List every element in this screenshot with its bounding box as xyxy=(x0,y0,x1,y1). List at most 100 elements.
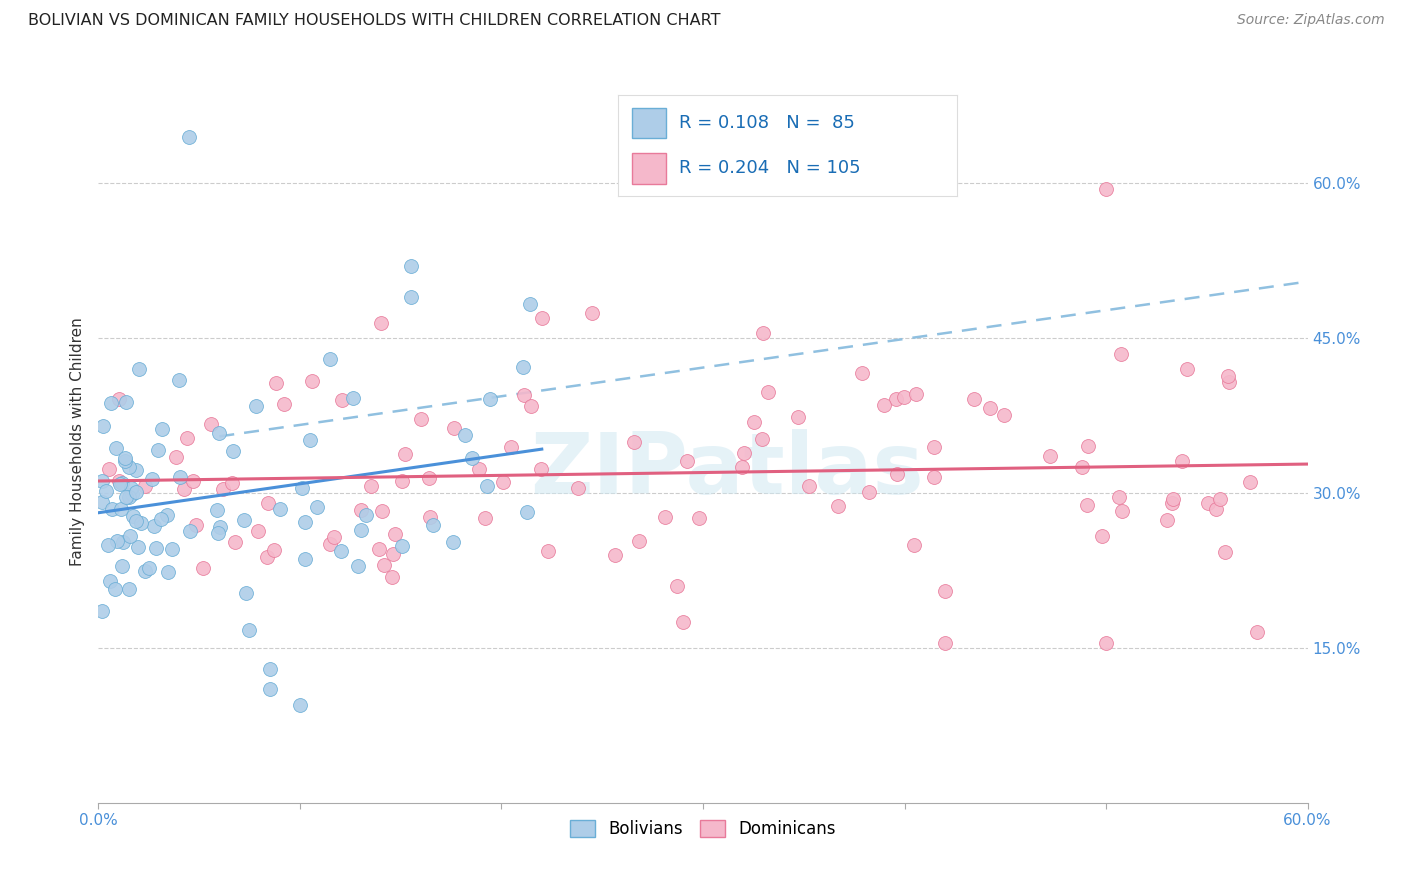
Point xyxy=(1208,491,1230,506)
Point xyxy=(512,388,534,402)
Point xyxy=(160,541,183,556)
Point xyxy=(382,547,405,561)
Text: ZIPatlas: ZIPatlas xyxy=(530,429,924,512)
Point xyxy=(512,359,534,374)
Point xyxy=(301,374,323,388)
Point xyxy=(443,421,465,435)
Point xyxy=(752,326,775,340)
Point xyxy=(858,484,880,499)
Point xyxy=(104,442,127,456)
Point xyxy=(1170,454,1192,468)
Point xyxy=(477,479,499,493)
Point xyxy=(110,476,132,491)
Point xyxy=(125,485,148,500)
Y-axis label: Family Households with Children: Family Households with Children xyxy=(69,318,84,566)
Point xyxy=(422,518,444,533)
Point xyxy=(399,290,422,304)
Point xyxy=(756,384,779,399)
Point xyxy=(128,362,150,376)
Point xyxy=(98,574,121,589)
Point xyxy=(208,520,231,534)
Point xyxy=(221,476,243,491)
Point xyxy=(291,481,314,495)
Point xyxy=(391,539,413,553)
Point xyxy=(107,534,129,549)
Point xyxy=(238,624,260,638)
Point xyxy=(501,440,523,454)
Point xyxy=(165,450,187,464)
Point xyxy=(520,399,543,413)
Point xyxy=(1205,501,1227,516)
Point xyxy=(235,586,257,600)
Point xyxy=(138,560,160,574)
Point xyxy=(319,537,342,551)
Point xyxy=(1161,491,1184,506)
Point xyxy=(319,351,342,366)
Point xyxy=(330,544,353,558)
Point xyxy=(368,541,391,556)
Point xyxy=(342,391,364,405)
Point xyxy=(212,482,235,496)
Point xyxy=(269,501,291,516)
Point xyxy=(688,510,710,524)
Point xyxy=(1095,181,1118,195)
Point xyxy=(294,515,316,529)
Point xyxy=(1197,496,1219,510)
Point xyxy=(623,434,645,449)
Point xyxy=(273,397,295,411)
Point xyxy=(350,523,373,537)
Point xyxy=(394,447,416,461)
Point xyxy=(904,387,927,401)
Point xyxy=(1091,529,1114,543)
Point xyxy=(903,538,925,552)
Point xyxy=(519,297,541,311)
Point xyxy=(360,479,382,493)
Point xyxy=(288,698,311,712)
Point xyxy=(145,541,167,556)
Point xyxy=(751,432,773,446)
Point xyxy=(193,560,215,574)
Point xyxy=(118,459,141,474)
Point xyxy=(731,460,754,475)
Point xyxy=(1111,504,1133,518)
Point xyxy=(110,501,132,516)
Point xyxy=(134,479,156,493)
Point xyxy=(94,484,117,499)
Point xyxy=(733,445,755,459)
Point xyxy=(884,392,907,406)
Point xyxy=(108,474,131,488)
Point xyxy=(675,454,697,468)
Point xyxy=(1161,496,1184,510)
Point xyxy=(654,510,676,524)
Point xyxy=(962,392,984,406)
Point xyxy=(1095,636,1118,650)
Point xyxy=(118,582,141,596)
Point xyxy=(993,408,1015,422)
Point xyxy=(787,410,810,425)
Point xyxy=(143,519,166,533)
Point xyxy=(224,535,246,549)
Point xyxy=(299,433,322,447)
Point xyxy=(1156,513,1178,527)
Point xyxy=(107,392,129,406)
Point xyxy=(127,540,149,554)
Point xyxy=(246,524,269,539)
Point xyxy=(115,395,138,409)
Point xyxy=(628,533,651,548)
Legend: Bolivians, Dominicans: Bolivians, Dominicans xyxy=(564,814,842,845)
Point xyxy=(827,500,849,514)
Point xyxy=(97,462,120,476)
Point xyxy=(200,417,222,431)
Text: BOLIVIAN VS DOMINICAN FAMILY HOUSEHOLDS WITH CHILDREN CORRELATION CHART: BOLIVIAN VS DOMINICAN FAMILY HOUSEHOLDS … xyxy=(28,13,721,29)
Point xyxy=(91,474,114,488)
Point xyxy=(152,421,174,435)
Point xyxy=(104,582,127,597)
Point xyxy=(530,310,553,325)
Point xyxy=(478,392,501,407)
Point xyxy=(294,552,316,566)
Point xyxy=(419,510,441,524)
Point xyxy=(120,481,142,495)
Point xyxy=(179,524,201,539)
Point xyxy=(922,440,945,454)
Point xyxy=(1039,449,1062,463)
